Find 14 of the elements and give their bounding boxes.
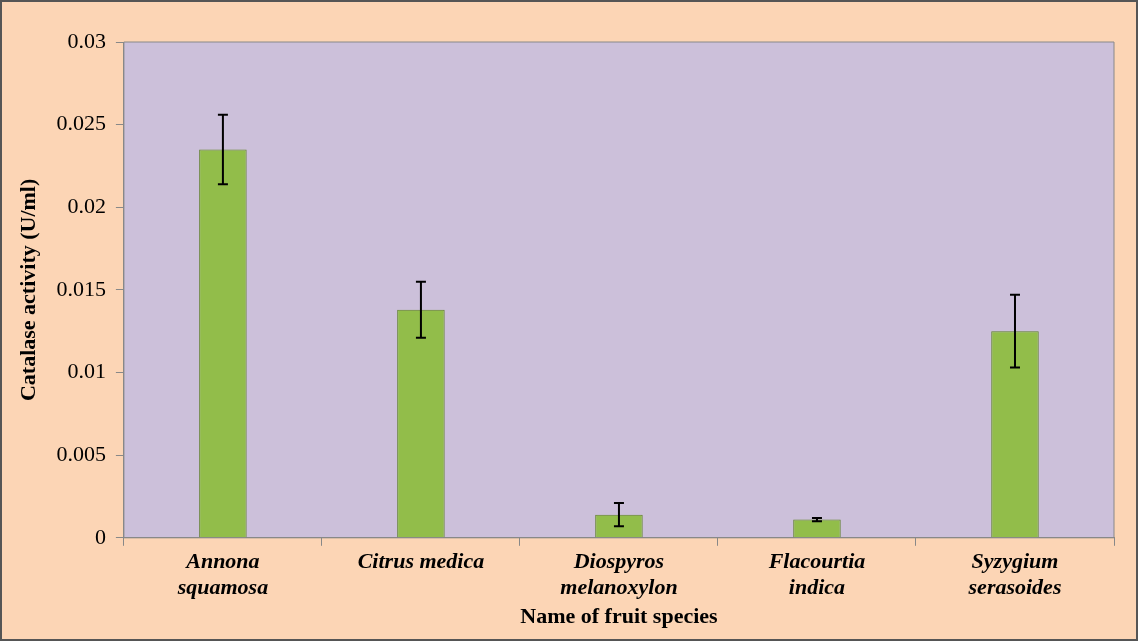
x-tick-label: Diospyros melanoxylon bbox=[560, 547, 678, 600]
y-tick-label: 0.01 bbox=[67, 358, 106, 384]
y-tick-label: 0.015 bbox=[56, 275, 106, 301]
y-tick-label: 0.005 bbox=[56, 440, 106, 466]
x-tick-label: Syzygium serasoides bbox=[967, 547, 1062, 600]
y-tick-label: 0.025 bbox=[56, 110, 106, 136]
y-tick-label: 0.02 bbox=[67, 193, 106, 219]
x-axis-title: Name of fruit species bbox=[520, 603, 719, 629]
x-tick-label: Annona squamosa bbox=[176, 547, 269, 600]
x-tick-label: Citrus medica bbox=[357, 547, 485, 573]
y-tick-label: 0 bbox=[94, 523, 106, 549]
x-tick-label: Flacourtia indica bbox=[767, 547, 866, 600]
y-axis-title: Catalase activity (U/ml) bbox=[14, 178, 40, 402]
y-tick-label: 0.03 bbox=[67, 27, 106, 53]
